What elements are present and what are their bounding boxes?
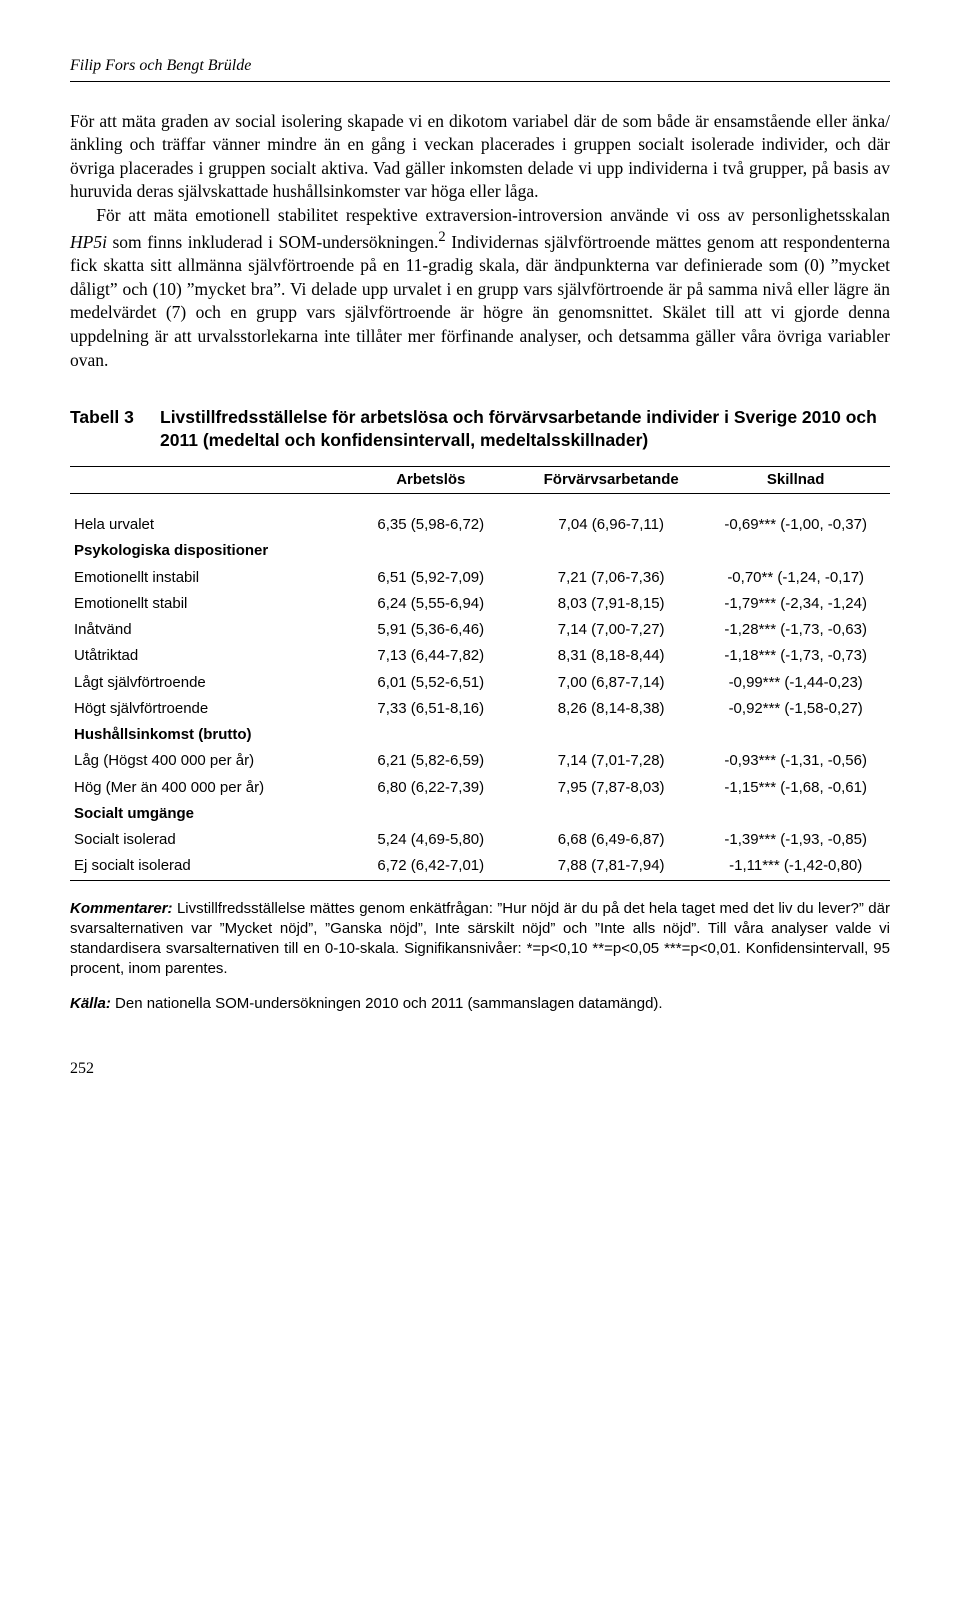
paragraph-2a: För att mäta emotionell stabilitet respe… (96, 205, 890, 225)
cell: 6,51 (5,92-7,09) (341, 565, 521, 591)
cell: 6,68 (6,49-6,87) (521, 827, 701, 853)
comments-text: Livstillfredsställelse mättes genom enkä… (70, 900, 890, 978)
row-label: Lågt självförtroende (70, 670, 341, 696)
row-label: Ej socialt isolerad (70, 853, 341, 880)
table-row: Låg (Högst 400 000 per år) 6,21 (5,82-6,… (70, 748, 890, 774)
paragraph-1: För att mäta graden av social isolering … (70, 110, 890, 205)
cell: 6,24 (5,55-6,94) (341, 591, 521, 617)
header-rule (70, 81, 890, 82)
table-row: Emotionellt instabil 6,51 (5,92-7,09) 7,… (70, 565, 890, 591)
table-title-row: Tabell 3 Livstillfredsställelse för arbe… (70, 406, 890, 452)
table-source: Källa: Den nationella SOM-undersökningen… (70, 994, 890, 1014)
table-row: Högt självförtroende 7,33 (6,51-8,16) 8,… (70, 696, 890, 722)
row-label: Inåtvänd (70, 617, 341, 643)
cell: -1,11*** (-1,42-0,80) (701, 853, 890, 880)
cell: 7,21 (7,06-7,36) (521, 565, 701, 591)
cell: -1,79*** (-2,34, -1,24) (701, 591, 890, 617)
table-row: Hög (Mer än 400 000 per år) 6,80 (6,22-7… (70, 775, 890, 801)
cell: -0,93*** (-1,31, -0,56) (701, 748, 890, 774)
table-caption: Livstillfredsställelse för arbetslösa oc… (160, 406, 890, 452)
section-head-income: Hushållsinkomst (brutto) (70, 722, 890, 748)
table-3: Tabell 3 Livstillfredsställelse för arbe… (70, 406, 890, 1014)
source-label: Källa: (70, 995, 111, 1012)
row-label: Utåtriktad (70, 643, 341, 669)
col-arbetslos: Arbetslös (341, 466, 521, 493)
cell: 7,00 (6,87-7,14) (521, 670, 701, 696)
cell: 8,31 (8,18-8,44) (521, 643, 701, 669)
row-label: Emotionellt instabil (70, 565, 341, 591)
cell: -0,69*** (-1,00, -0,37) (701, 512, 890, 538)
cell: 7,14 (7,01-7,28) (521, 748, 701, 774)
table-comments: Kommentarer: Livstillfredsställelse mätt… (70, 899, 890, 980)
table-header-row: Arbetslös Förvärvsarbetande Skillnad (70, 466, 890, 493)
row-label: Högt självförtroende (70, 696, 341, 722)
paragraph-2b: som finns inkluderad i SOM-undersökninge… (107, 232, 438, 252)
cell: 8,26 (8,14-8,38) (521, 696, 701, 722)
table-row: Socialt isolerad 5,24 (4,69-5,80) 6,68 (… (70, 827, 890, 853)
paragraph-2c: Individernas självförtroende mättes geno… (70, 232, 890, 370)
cell: -0,92*** (-1,58-0,27) (701, 696, 890, 722)
cell: 7,13 (6,44-7,82) (341, 643, 521, 669)
source-text: Den nationella SOM-undersökningen 2010 o… (111, 995, 663, 1012)
page-header-authors: Filip Fors och Bengt Brülde (70, 55, 890, 77)
cell: 6,21 (5,82-6,59) (341, 748, 521, 774)
cell: -1,18*** (-1,73, -0,73) (701, 643, 890, 669)
row-label: Hela urvalet (70, 512, 341, 538)
table-row: Emotionellt stabil 6,24 (5,55-6,94) 8,03… (70, 591, 890, 617)
table-row: Utåtriktad 7,13 (6,44-7,82) 8,31 (8,18-8… (70, 643, 890, 669)
comments-label: Kommentarer: (70, 900, 173, 917)
row-label: Hög (Mer än 400 000 per år) (70, 775, 341, 801)
table-label: Tabell 3 (70, 406, 160, 452)
cell: 8,03 (7,91-8,15) (521, 591, 701, 617)
footnote-2-marker: 2 (438, 229, 445, 245)
cell: 7,04 (6,96-7,11) (521, 512, 701, 538)
table-row: Ej socialt isolerad 6,72 (6,42-7,01) 7,8… (70, 853, 890, 880)
col-skillnad: Skillnad (701, 466, 890, 493)
cell: -0,70** (-1,24, -0,17) (701, 565, 890, 591)
table-row: Hela urvalet 6,35 (5,98-6,72) 7,04 (6,96… (70, 512, 890, 538)
section-head-social: Socialt umgänge (70, 801, 890, 827)
cell: -1,28*** (-1,73, -0,63) (701, 617, 890, 643)
row-label: Socialt isolerad (70, 827, 341, 853)
col-forvarvsarbetande: Förvärvsarbetande (521, 466, 701, 493)
cell: 7,88 (7,81-7,94) (521, 853, 701, 880)
table-row: Lågt självförtroende 6,01 (5,52-6,51) 7,… (70, 670, 890, 696)
row-label: Emotionellt stabil (70, 591, 341, 617)
page-number: 252 (70, 1058, 890, 1080)
cell: -1,39*** (-1,93, -0,85) (701, 827, 890, 853)
section-head-psych: Psykologiska dispositioner (70, 538, 890, 564)
cell: 7,14 (7,00-7,27) (521, 617, 701, 643)
cell: 6,80 (6,22-7,39) (341, 775, 521, 801)
table-row: Inåtvänd 5,91 (5,36-6,46) 7,14 (7,00-7,2… (70, 617, 890, 643)
cell: 7,95 (7,87-8,03) (521, 775, 701, 801)
cell: 6,35 (5,98-6,72) (341, 512, 521, 538)
data-table: Arbetslös Förvärvsarbetande Skillnad Hel… (70, 466, 890, 881)
cell: -1,15*** (-1,68, -0,61) (701, 775, 890, 801)
paragraph-2-em: HP5i (70, 232, 107, 252)
paragraph-2: För att mäta emotionell stabilitet respe… (70, 204, 890, 372)
cell: 6,01 (5,52-6,51) (341, 670, 521, 696)
row-label: Låg (Högst 400 000 per år) (70, 748, 341, 774)
cell: 5,91 (5,36-6,46) (341, 617, 521, 643)
cell: 7,33 (6,51-8,16) (341, 696, 521, 722)
cell: 5,24 (4,69-5,80) (341, 827, 521, 853)
cell: -0,99*** (-1,44-0,23) (701, 670, 890, 696)
cell: 6,72 (6,42-7,01) (341, 853, 521, 880)
